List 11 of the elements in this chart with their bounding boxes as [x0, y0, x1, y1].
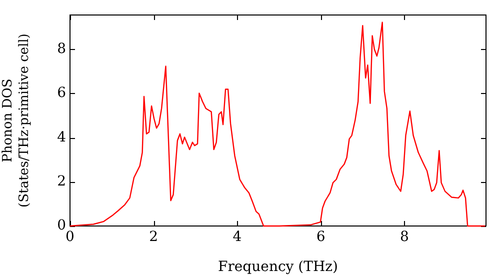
x-tick-label: 4 [232, 229, 242, 246]
x-axis-title: Frequency (THz) [218, 259, 338, 276]
x-tick-label: 8 [400, 229, 409, 246]
y-tick-label: 0 [57, 218, 66, 234]
y-tick-label: 4 [57, 129, 66, 146]
x-tick-label: 6 [316, 229, 326, 246]
x-tick-label: 2 [149, 229, 158, 246]
y-tick-label: 2 [57, 173, 66, 190]
y-axis-title: Phonon DOS (States/THz·primitive cell) [0, 33, 32, 208]
y-tick-label: 8 [57, 40, 66, 57]
y-tick-label: 6 [57, 85, 66, 102]
